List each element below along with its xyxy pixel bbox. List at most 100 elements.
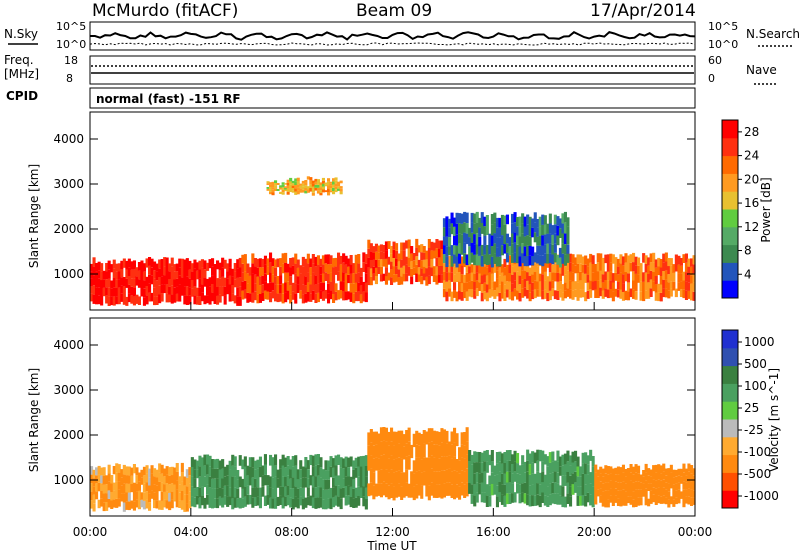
heatmap-cell [367, 457, 371, 471]
colorbar-swatch [722, 365, 738, 384]
heatmap-cell [563, 282, 567, 291]
heatmap-cell [536, 460, 540, 472]
heatmap-cell [269, 187, 273, 190]
heatmap-cell [674, 469, 678, 477]
heatmap-cell [274, 185, 278, 189]
heatmap-cell [445, 236, 449, 247]
heatmap-cell [579, 271, 583, 281]
heatmap-cell [329, 281, 333, 291]
heatmap-cell [468, 482, 472, 494]
heatmap-cell [248, 293, 252, 302]
heatmap-cell [642, 291, 646, 302]
heatmap-cell [321, 186, 325, 190]
heatmap-cell [347, 495, 351, 505]
heatmap-cell [309, 177, 313, 181]
heatmap-cell [135, 267, 139, 277]
heatmap-cell [279, 495, 283, 505]
heatmap-cell [475, 211, 479, 223]
heatmap-cell [599, 279, 603, 288]
heatmap-cell [395, 431, 399, 445]
heatmap-cell [647, 483, 651, 491]
heatmap-cell [321, 489, 325, 500]
heatmap-cell [682, 463, 686, 473]
heatmap-cell [256, 496, 260, 506]
heatmap-cell [498, 482, 502, 493]
heatmap-cell [500, 453, 504, 464]
heatmap-cell [566, 262, 570, 271]
heatmap-cell [213, 296, 217, 304]
heatmap-cell [339, 457, 343, 468]
heatmap-cell [470, 474, 474, 485]
heatmap-cell [586, 483, 590, 493]
heatmap-cell [271, 282, 275, 291]
heatmap-cell [470, 264, 474, 273]
heatmap-cell [571, 254, 575, 264]
heatmap-cell [276, 189, 280, 191]
heatmap-cell [500, 281, 504, 290]
heatmap-cell [344, 282, 348, 292]
heatmap-cell [344, 466, 348, 477]
heatmap-cell [392, 486, 396, 501]
heatmap-cell [420, 434, 424, 447]
heatmap-cell [561, 496, 565, 508]
heatmap-cell [480, 292, 484, 302]
heatmap-cell [327, 178, 331, 182]
heatmap-cell [647, 498, 651, 507]
heatmap-cell [430, 267, 434, 277]
heatmap-cell [458, 473, 462, 487]
heatmap-cell [621, 489, 625, 498]
heatmap-cell [291, 477, 295, 489]
heatmap-cell [664, 279, 668, 289]
heatmap-cell [417, 445, 421, 458]
heatmap-cell [490, 266, 494, 274]
heatmap-cell [475, 492, 479, 503]
heatmap-cell [301, 294, 305, 304]
heatmap-cell [311, 497, 315, 509]
heatmap-cell [203, 497, 207, 509]
heatmap-cell [536, 472, 540, 484]
heatmap-cell [692, 264, 696, 274]
heatmap-cell [253, 291, 257, 301]
heatmap-cell [541, 255, 545, 267]
heatmap-cell [448, 237, 452, 247]
heatmap-cell [475, 482, 479, 493]
heatmap-cell [412, 260, 416, 268]
heatmap-cell [188, 491, 192, 500]
heatmap-cell [100, 491, 104, 499]
heatmap-cell [669, 273, 673, 282]
heatmap-cell [483, 274, 487, 283]
heatmap-cell [314, 181, 318, 185]
heatmap-cell [165, 293, 169, 303]
heatmap-cell [442, 245, 446, 255]
heatmap-cell [364, 254, 368, 264]
heatmap-cell [634, 256, 638, 266]
heatmap-cell [415, 247, 419, 257]
heatmap-cell [609, 466, 613, 474]
heatmap-cell [352, 283, 356, 294]
heatmap-cell [294, 476, 298, 487]
heatmap-cell [533, 252, 537, 263]
heatmap-cell [92, 494, 96, 504]
colorbar-swatch [722, 490, 738, 509]
heatmap-cell [412, 473, 416, 487]
heatmap-cell [117, 263, 121, 272]
heatmap-cell [639, 497, 643, 506]
heatmap-cell [354, 273, 358, 283]
heatmap-cell [516, 254, 520, 264]
heatmap-cell [306, 176, 310, 180]
heatmap-cell [551, 272, 555, 281]
heatmap-cell [463, 242, 467, 254]
heatmap-cell [576, 466, 580, 477]
heatmap-cell [153, 484, 157, 493]
heatmap-cell [556, 235, 560, 246]
heatmap-cell [246, 293, 250, 303]
heatmap-cell [321, 273, 325, 283]
heatmap-cell [528, 216, 532, 227]
heatmap-cell [657, 266, 661, 276]
heatmap-cell [621, 497, 625, 506]
heatmap-cell [460, 234, 464, 245]
heatmap-cell [334, 291, 338, 301]
heatmap-cell [120, 469, 124, 478]
heatmap-cell [137, 262, 141, 271]
heatmap-cell [538, 236, 542, 246]
